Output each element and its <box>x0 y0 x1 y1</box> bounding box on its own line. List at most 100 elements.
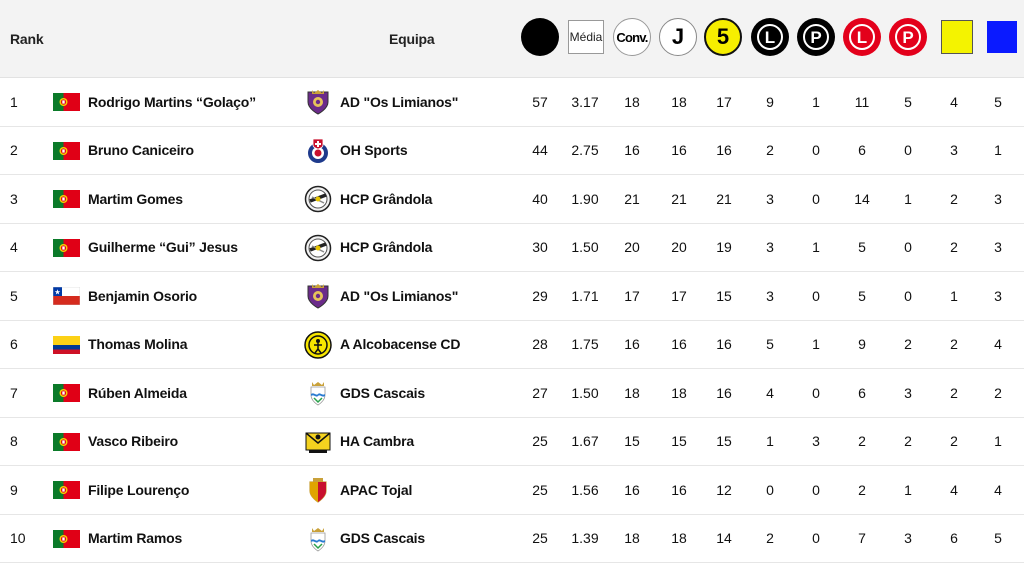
team-name[interactable]: AD "Os Limianos" <box>340 78 458 126</box>
red-p-cell: 1 <box>888 175 928 223</box>
conv-cell: 18 <box>612 515 652 563</box>
conv-cell: 15 <box>612 418 652 466</box>
games-icon[interactable]: J <box>659 18 697 56</box>
team-header[interactable]: Equipa <box>389 31 434 47</box>
black-p-icon[interactable]: P <box>797 18 835 56</box>
red-p-cell: 2 <box>888 418 928 466</box>
portugal-flag-icon <box>53 530 80 548</box>
conv-cell: 16 <box>612 127 652 175</box>
rank-cell: 9 <box>10 466 18 514</box>
colombia-flag-icon <box>53 336 80 354</box>
five-label: 5 <box>717 24 729 50</box>
media-cell: 1.50 <box>565 224 605 272</box>
player-name[interactable]: Guilherme “Gui” Jesus <box>88 224 238 272</box>
rank-header[interactable]: Rank <box>10 31 43 47</box>
yellow-cards-cell: 2 <box>934 224 974 272</box>
cascais-crest-icon[interactable] <box>304 379 332 407</box>
team-name[interactable]: HA Cambra <box>340 418 414 466</box>
media-cell: 1.90 <box>565 175 605 223</box>
five-icon[interactable]: 5 <box>704 18 742 56</box>
goals-icon[interactable] <box>521 18 559 56</box>
red-p-cell: 3 <box>888 369 928 417</box>
black-l-cell: 5 <box>750 321 790 369</box>
yellow-cards-cell: 4 <box>934 466 974 514</box>
yellow-cards-cell: 2 <box>934 369 974 417</box>
team-name[interactable]: GDS Cascais <box>340 515 425 563</box>
player-name[interactable]: Filipe Lourenço <box>88 466 189 514</box>
rank-cell: 7 <box>10 369 18 417</box>
red-p-cell: 5 <box>888 78 928 126</box>
blue-cards-cell: 1 <box>978 127 1018 175</box>
rank-cell: 6 <box>10 321 18 369</box>
cambra-crest-icon[interactable] <box>304 428 332 456</box>
ohsports-crest-icon[interactable] <box>304 137 332 165</box>
goals-cell: 25 <box>520 466 560 514</box>
blue-cards-cell: 3 <box>978 272 1018 320</box>
team-name[interactable]: HCP Grândola <box>340 175 432 223</box>
portugal-flag-icon <box>53 93 80 111</box>
black-l-cell: 3 <box>750 175 790 223</box>
cascais-crest-icon[interactable] <box>304 525 332 553</box>
blue-cards-cell: 3 <box>978 175 1018 223</box>
conv-label: Conv. <box>616 30 647 45</box>
conv-cell: 20 <box>612 224 652 272</box>
player-name[interactable]: Martim Ramos <box>88 515 182 563</box>
team-name[interactable]: A Alcobacense CD <box>340 321 460 369</box>
conv-icon[interactable]: Conv. <box>613 18 651 56</box>
red-l-cell: 6 <box>842 369 882 417</box>
five-cell: 15 <box>704 272 744 320</box>
grandola-crest-icon[interactable] <box>304 234 332 262</box>
team-name[interactable]: GDS Cascais <box>340 369 425 417</box>
red-p-label: P <box>902 29 913 46</box>
team-name[interactable]: APAC Tojal <box>340 466 412 514</box>
team-name[interactable]: AD "Os Limianos" <box>340 272 458 320</box>
games-cell: 20 <box>659 224 699 272</box>
blue-cards-cell: 4 <box>978 321 1018 369</box>
yellow-cards-cell: 2 <box>934 418 974 466</box>
media-icon[interactable]: Média <box>568 20 604 54</box>
team-name[interactable]: OH Sports <box>340 127 407 175</box>
goals-cell: 57 <box>520 78 560 126</box>
yellow-cards-cell: 6 <box>934 515 974 563</box>
black-l-icon[interactable]: L <box>751 18 789 56</box>
player-name[interactable]: Rodrigo Martins “Golaço” <box>88 78 256 126</box>
red-p-cell: 0 <box>888 272 928 320</box>
grandola-crest-icon[interactable] <box>304 185 332 213</box>
player-name[interactable]: Bruno Caniceiro <box>88 127 194 175</box>
media-label: Média <box>570 30 603 44</box>
player-name[interactable]: Thomas Molina <box>88 321 187 369</box>
player-name[interactable]: Benjamin Osorio <box>88 272 197 320</box>
goals-cell: 30 <box>520 224 560 272</box>
portugal-flag-icon <box>53 481 80 499</box>
red-p-icon[interactable]: P <box>889 18 927 56</box>
table-body: 1 Rodrigo Martins “Golaço” AD "Os Limianos… <box>0 78 1024 563</box>
blue-card-icon[interactable] <box>987 21 1017 53</box>
rank-cell: 2 <box>10 127 18 175</box>
red-p-cell: 2 <box>888 321 928 369</box>
yellow-cards-cell: 4 <box>934 78 974 126</box>
player-name[interactable]: Vasco Ribeiro <box>88 418 178 466</box>
games-cell: 18 <box>659 515 699 563</box>
black-l-cell: 2 <box>750 515 790 563</box>
tojal-crest-icon[interactable] <box>304 476 332 504</box>
player-name[interactable]: Martim Gomes <box>88 175 183 223</box>
black-p-cell: 1 <box>796 224 836 272</box>
limianos-crest-icon[interactable] <box>304 88 332 116</box>
five-cell: 17 <box>704 78 744 126</box>
team-name[interactable]: HCP Grândola <box>340 224 432 272</box>
limianos-crest-icon[interactable] <box>304 282 332 310</box>
alcobacense-crest-icon[interactable] <box>304 331 332 359</box>
red-l-icon[interactable]: L <box>843 18 881 56</box>
yellow-card-icon[interactable] <box>941 20 973 54</box>
player-name[interactable]: Rúben Almeida <box>88 369 187 417</box>
